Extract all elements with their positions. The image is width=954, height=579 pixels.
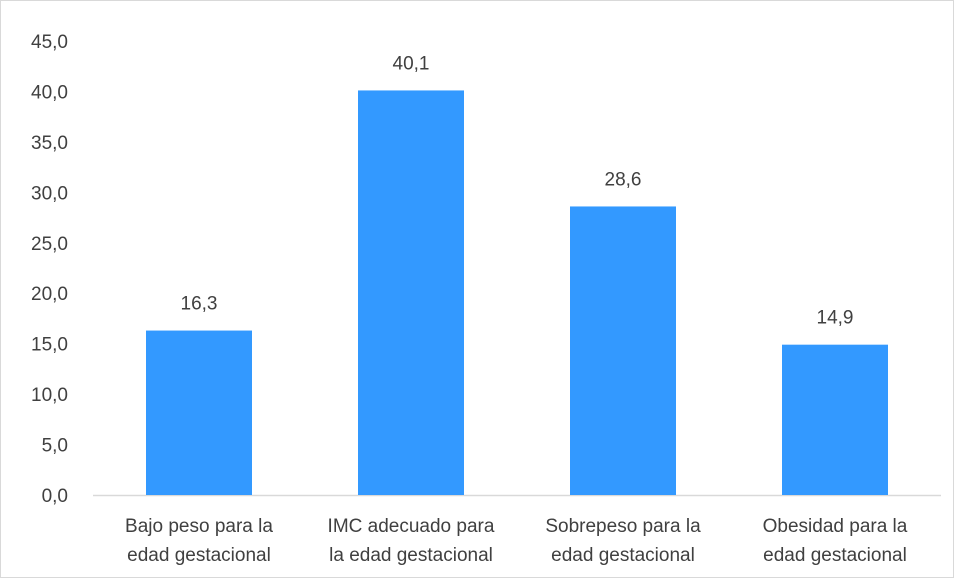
y-tick-label: 0,0	[42, 486, 68, 507]
x-tick-label: Sobrepeso para la	[545, 516, 701, 537]
y-tick-label: 40,0	[31, 82, 68, 103]
x-tick-label: IMC adecuado para	[328, 516, 495, 537]
y-tick-label: 15,0	[31, 335, 68, 356]
x-tick-label: la edad gestacional	[329, 545, 493, 566]
bar	[782, 345, 888, 495]
bar	[358, 90, 464, 495]
x-tick-label: Bajo peso para la	[125, 516, 273, 537]
y-tick-label: 5,0	[42, 436, 68, 457]
x-tick-label: edad gestacional	[127, 545, 271, 566]
y-tick-label: 10,0	[31, 385, 68, 406]
y-tick-label: 20,0	[31, 284, 68, 305]
data-label: 14,9	[817, 308, 854, 329]
y-tick-label: 25,0	[31, 234, 68, 255]
x-tick-label: Obesidad para la	[763, 516, 908, 537]
y-tick-label: 30,0	[31, 183, 68, 204]
y-tick-label: 45,0	[31, 32, 68, 53]
data-label: 28,6	[605, 169, 642, 190]
bar	[570, 206, 676, 495]
x-tick-label: edad gestacional	[763, 545, 907, 566]
y-tick-label: 35,0	[31, 133, 68, 154]
data-label: 40,1	[393, 53, 430, 74]
x-tick-label: edad gestacional	[551, 545, 695, 566]
data-label: 16,3	[181, 294, 218, 315]
bar	[146, 331, 252, 495]
